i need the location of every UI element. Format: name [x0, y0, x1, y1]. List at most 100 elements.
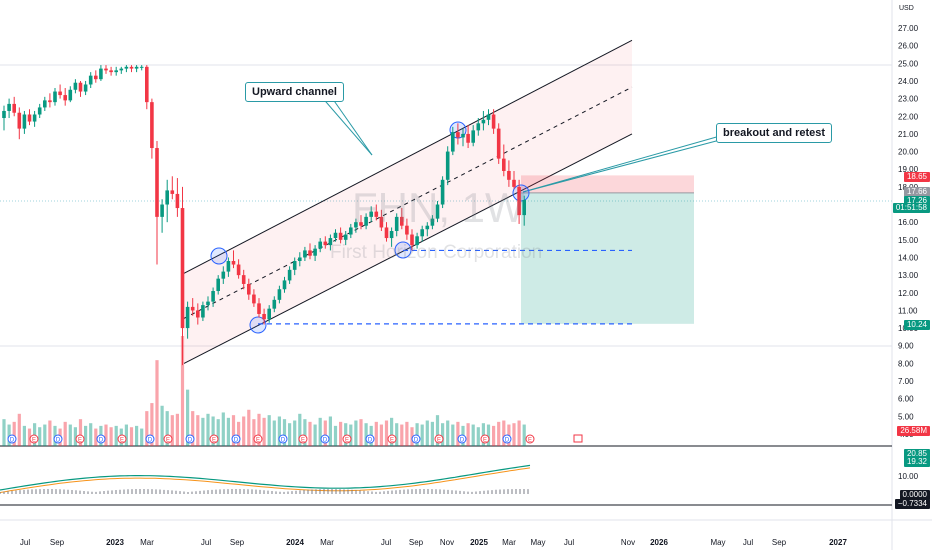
channel-upper-line — [183, 39, 633, 274]
y-tick-label: 24.00 — [898, 77, 919, 86]
volume-bar — [395, 423, 399, 446]
price-axis[interactable]: USD 27.00 26.00 25.00 24.00 23.00 22.00 21.00 20… — [898, 5, 919, 481]
earnings-marker — [434, 434, 444, 444]
volume-bar — [277, 416, 281, 446]
volume-bar — [282, 419, 287, 446]
candle-body — [155, 148, 159, 217]
oscillator-main-line — [0, 464, 531, 491]
volume-bar — [364, 423, 368, 446]
earnings-marker — [298, 434, 308, 444]
volume-bar — [160, 405, 164, 446]
earnings-marker — [480, 434, 490, 444]
candle-body — [389, 231, 394, 239]
breakout-retest-label[interactable]: breakout and retest — [716, 123, 833, 143]
volume-bar — [502, 420, 506, 446]
x-tick-label: Jul — [564, 538, 574, 547]
price-badge: 10.24 — [903, 320, 930, 330]
candle-body — [43, 100, 47, 108]
y-tick-label: 27.00 — [898, 24, 919, 33]
y-tick-label: 15.00 — [898, 236, 919, 245]
volume-bar — [522, 424, 526, 446]
volume-bar — [124, 424, 128, 446]
earnings-marker — [163, 434, 173, 444]
candle-body — [12, 103, 16, 113]
callout-leader — [522, 135, 721, 193]
marker-label: E — [120, 438, 124, 444]
volume-bar — [226, 417, 230, 446]
candle-body — [63, 95, 67, 101]
candle-body — [410, 234, 414, 246]
marker-label: D — [99, 438, 104, 444]
y-tick-label: 7.00 — [898, 377, 914, 386]
candle-body — [456, 132, 460, 138]
volume-bar — [476, 427, 480, 446]
volume-bar — [114, 425, 118, 446]
volume-bar — [384, 420, 389, 446]
candle-body — [160, 204, 164, 217]
volume-bar — [140, 428, 144, 446]
volume-bar — [196, 415, 200, 446]
oscillator-pane — [0, 464, 531, 494]
volume-bar — [446, 420, 450, 446]
marker-label: D — [460, 438, 465, 444]
y-tick-label: 12.00 — [898, 289, 919, 298]
candle-body — [303, 250, 307, 258]
volume-bar — [486, 424, 491, 446]
volume-bar — [129, 427, 134, 446]
volume-bar — [242, 416, 246, 446]
volume-bar — [466, 423, 470, 446]
volume-bar — [109, 427, 113, 446]
candle-body — [486, 114, 491, 120]
time-axis[interactable]: Jul Sep 2023 Mar Jul Sep 2024 Mar Jul Sep Nov 2025 M… — [20, 538, 848, 547]
price-badge: 17.26 — [903, 196, 930, 206]
candle-body — [343, 234, 348, 240]
candle-body — [196, 310, 200, 318]
volume-bar — [415, 423, 419, 446]
marker-label: E — [256, 438, 260, 444]
candle-body — [267, 308, 271, 320]
x-tick-label: Jul — [201, 538, 211, 547]
volume-bar — [38, 427, 42, 446]
candle-body — [384, 227, 389, 239]
candle-body — [48, 100, 52, 103]
candle-body — [476, 123, 481, 131]
volume-bar — [451, 424, 455, 446]
volume-bar — [43, 424, 47, 446]
candle-body — [440, 179, 445, 205]
x-tick-label: Sep — [409, 538, 424, 547]
callout-leader — [319, 94, 373, 156]
candle-body — [247, 283, 251, 295]
candle-body — [522, 199, 526, 216]
candle-body — [145, 66, 149, 103]
marker-label: D — [148, 438, 153, 444]
y-tick-label: 25.00 — [898, 59, 919, 68]
upward-channel-label[interactable]: Upward channel — [245, 82, 344, 102]
currency-label: USD — [899, 5, 914, 12]
volume-bar — [186, 389, 190, 446]
candle-body — [78, 82, 83, 92]
candle-body — [236, 264, 241, 276]
candle-body — [328, 238, 333, 246]
dividend-marker — [320, 434, 330, 444]
volume-bar — [191, 411, 195, 446]
candle-body — [7, 103, 11, 111]
volume-bar — [288, 423, 292, 446]
candle-body — [496, 128, 501, 159]
price-badge: 17.66 — [903, 187, 930, 197]
x-tick-label: May — [530, 538, 545, 547]
candle-body — [68, 89, 73, 101]
earnings-marker — [209, 434, 219, 444]
oscillator-signal-line — [0, 467, 531, 493]
earnings-marker — [387, 434, 397, 444]
drawing-tools[interactable] — [183, 39, 721, 364]
candle-body — [374, 211, 379, 217]
dividend-marker — [96, 434, 106, 444]
y-tick-label: 19.00 — [898, 165, 919, 174]
volume-bar — [333, 425, 338, 446]
y-tick-label: 5.00 — [898, 412, 914, 421]
candle-body — [104, 68, 108, 71]
volume-bar — [262, 417, 266, 446]
